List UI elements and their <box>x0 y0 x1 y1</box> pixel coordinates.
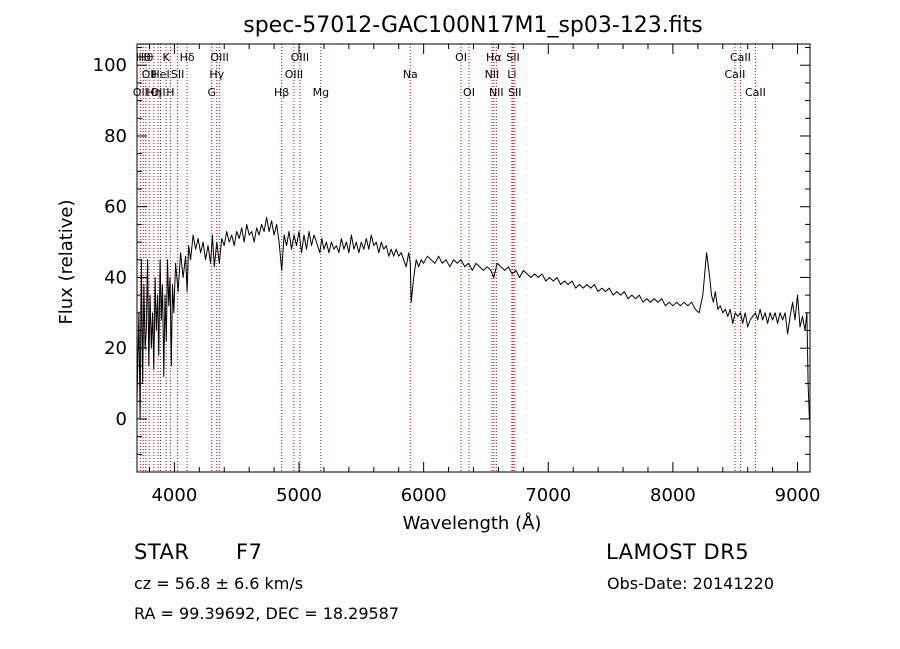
line-marker-label: CaII <box>730 51 751 64</box>
x-tick-label: 9000 <box>775 485 821 506</box>
spectrum-line <box>136 216 810 420</box>
y-tick-label: 60 <box>104 197 127 218</box>
line-marker-label: Na <box>403 68 418 81</box>
line-marker-label: CaII <box>725 68 746 81</box>
line-marker-label: OI <box>463 86 475 99</box>
line-marker-label: NII <box>485 68 500 81</box>
line-marker-label: HeI <box>151 68 169 81</box>
line-marker-label: Mg <box>313 86 329 99</box>
line-marker-label: SII <box>508 86 521 99</box>
chart-title: spec-57012-GAC100N17M1_sp03-123.fits <box>243 13 703 38</box>
y-tick-label: 80 <box>104 126 127 147</box>
x-tick-label: 5000 <box>276 485 322 506</box>
line-marker-label: SII <box>171 68 184 81</box>
line-marker-label: OII <box>142 68 157 81</box>
line-marker-label: G <box>208 86 217 99</box>
line-marker-label: NII <box>489 86 504 99</box>
line-marker-label: Hα <box>486 51 502 64</box>
x-tick-label: 4000 <box>151 485 197 506</box>
x-tick-label: 8000 <box>650 485 696 506</box>
x-tick-label: 6000 <box>401 485 447 506</box>
line-marker-label: Hθ <box>138 51 153 64</box>
line-marker-label: SII <box>506 51 519 64</box>
object-class: STAR <box>134 540 190 564</box>
coordinates-text: RA = 99.39692, DEC = 18.29587 <box>134 604 400 623</box>
line-marker-label: Hθ <box>136 51 151 64</box>
line-marker-label: OII <box>150 86 165 99</box>
y-tick-label: 0 <box>116 409 127 430</box>
object-subclass: F7 <box>236 540 263 564</box>
y-tick-label: 20 <box>104 338 127 359</box>
line-marker-label: Li <box>507 68 516 81</box>
line-marker-label: Hγ <box>209 68 224 81</box>
y-tick-label: 100 <box>93 55 127 76</box>
x-axis-label: Wavelength (Å) <box>403 512 542 534</box>
y-axis-label: Flux (relative) <box>56 199 77 324</box>
plot-frame <box>136 43 811 473</box>
obs-date: Obs-Date: 20141220 <box>607 574 775 593</box>
survey-name: LAMOST DR5 <box>606 540 750 564</box>
y-tick-label: 40 <box>104 267 127 288</box>
line-marker-label: OI <box>455 51 467 64</box>
x-axis: 4000 5000 6000 7000 8000 9000 <box>148 44 821 506</box>
line-marker-label: OIII <box>210 51 228 64</box>
line-marker-label: OIII <box>291 51 309 64</box>
spectrum-series <box>136 216 810 420</box>
x-tick-label: 7000 <box>525 485 571 506</box>
line-marker-label: Hβ <box>274 86 289 99</box>
velocity-text: cz = 56.8 ± 6.6 km/s <box>134 574 304 593</box>
line-marker-label: CaII <box>745 86 766 99</box>
line-markers: OIIHθHθOIIHηOIIHeIKHSIIHδGHγOIIIHβOIIIOI… <box>133 44 766 472</box>
y-axis: 0 20 40 60 80 100 <box>93 47 810 455</box>
line-marker-label: Hδ <box>180 51 195 64</box>
line-marker-label: K <box>163 51 171 64</box>
line-marker-label: H <box>166 86 174 99</box>
line-marker-label: OIII <box>285 68 303 81</box>
